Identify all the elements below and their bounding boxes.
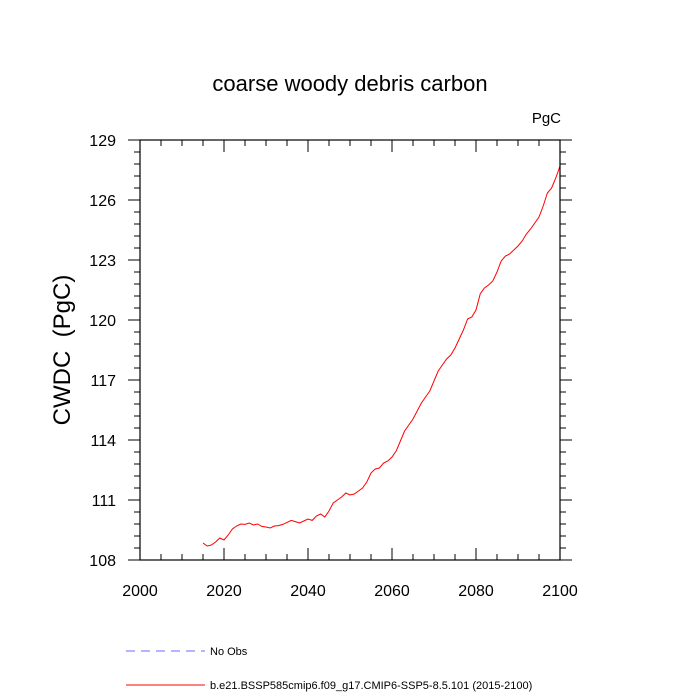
y-tick-labels: 108 111 114 117 120 123 126 129 — [89, 133, 116, 570]
x-tick-label: 2000 — [122, 583, 158, 600]
y-tick-label: 111 — [92, 493, 116, 510]
x-tick-label: 2020 — [206, 583, 242, 600]
y-tick-label: 123 — [89, 253, 116, 270]
legend-label-ssp585: b.e21.BSSP585cmip6.f09_g17.CMIP6-SSP5-8.… — [210, 680, 532, 692]
legend-label-no-obs: No Obs — [210, 646, 248, 658]
x-tick-label: 2080 — [458, 583, 494, 600]
y-tick-label: 129 — [89, 133, 116, 150]
axis-ticks — [128, 139, 572, 561]
y-axis-label: CWDC (PgC) — [49, 275, 76, 426]
chart-title: coarse woody debris carbon — [212, 71, 487, 96]
units-label: PgC — [532, 110, 561, 127]
series-layer — [202, 165, 561, 547]
y-tick-label: 117 — [90, 373, 116, 390]
x-tick-label: 2040 — [290, 583, 326, 600]
x-tick-label: 2100 — [542, 583, 578, 600]
plot-frame — [139, 139, 561, 561]
y-tick-label: 126 — [89, 193, 116, 210]
legend: No Obs b.e21.BSSP585cmip6.f09_g17.CMIP6-… — [126, 646, 532, 692]
y-tick-label: 114 — [90, 433, 116, 450]
x-tick-labels: 2000 2020 2040 2060 2080 2100 — [122, 583, 578, 600]
x-tick-label: 2060 — [374, 583, 410, 600]
y-tick-label: 120 — [89, 313, 116, 330]
series-line-0 — [202, 165, 561, 547]
y-tick-label: 108 — [89, 553, 116, 570]
